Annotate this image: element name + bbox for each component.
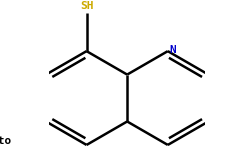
Text: N: N (170, 45, 177, 55)
Text: SH: SH (80, 1, 93, 11)
Text: Eto: Eto (0, 136, 11, 146)
